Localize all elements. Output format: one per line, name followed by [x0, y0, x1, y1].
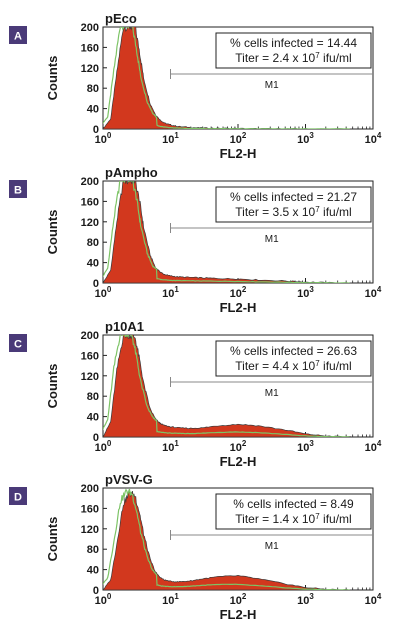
y-tick-label: 200	[81, 330, 99, 342]
y-axis-label: Counts	[45, 517, 60, 562]
y-tick-label: 80	[87, 391, 99, 403]
gate-label: M1	[265, 234, 279, 245]
stats-percent: % cells infected = 8.49	[233, 497, 354, 511]
panel-badge	[9, 334, 27, 352]
x-axis-label: FL2-H	[220, 300, 257, 315]
y-tick-label: 120	[81, 63, 99, 75]
panel-badge	[9, 487, 27, 505]
control-outline	[103, 27, 350, 129]
plot-area	[103, 181, 353, 283]
y-tick-label: 200	[81, 176, 99, 188]
stats-box	[215, 32, 372, 69]
histogram-area	[103, 181, 353, 283]
stats-titer: Titer = 2.4 x 107 ifu/ml	[235, 51, 351, 65]
gate-label: M1	[265, 388, 279, 399]
x-tick-label: 100	[95, 439, 112, 454]
panel-title: p10A1	[105, 319, 144, 334]
y-axis-label: Counts	[45, 364, 60, 409]
control-outline	[103, 335, 350, 437]
y-axis-label: Counts	[45, 210, 60, 255]
x-tick-label: 102	[230, 131, 247, 146]
y-tick-label: 160	[81, 503, 99, 515]
stats-percent: % cells infected = 26.63	[230, 344, 357, 358]
y-tick-label: 120	[81, 217, 99, 229]
y-tick-label: 40	[87, 565, 99, 577]
x-tick-label: 100	[95, 285, 112, 300]
x-tick-label: 103	[297, 285, 314, 300]
plot-area	[103, 488, 353, 590]
control-outline	[103, 488, 350, 590]
y-tick-label: 160	[81, 196, 99, 208]
stats-box	[215, 186, 372, 223]
y-tick-label: 120	[81, 524, 99, 536]
panel-badge-letter: C	[14, 339, 22, 351]
x-tick-label: 102	[230, 285, 247, 300]
x-tick-label: 104	[365, 285, 382, 300]
x-tick-label: 101	[162, 285, 179, 300]
x-tick-label: 101	[162, 439, 179, 454]
x-tick-label: 103	[297, 439, 314, 454]
y-tick-label: 160	[81, 42, 99, 54]
x-tick-label: 104	[365, 131, 382, 146]
y-tick-label: 0	[93, 432, 99, 444]
panel-badge-letter: D	[14, 492, 22, 504]
x-tick-label: 102	[230, 592, 247, 607]
x-axis-label: FL2-H	[220, 607, 257, 622]
stats-titer: Titer = 4.4 x 107 ifu/ml	[235, 359, 351, 373]
y-tick-label: 40	[87, 412, 99, 424]
panel-badge	[9, 26, 27, 44]
y-tick-label: 0	[93, 124, 99, 136]
control-outline	[103, 181, 350, 283]
y-tick-label: 80	[87, 237, 99, 249]
y-tick-label: 80	[87, 83, 99, 95]
x-axis-label: FL2-H	[220, 146, 257, 161]
y-tick-label: 0	[93, 278, 99, 290]
x-tick-label: 104	[365, 439, 382, 454]
stats-box	[215, 493, 372, 530]
stats-titer: Titer = 3.5 x 107 ifu/ml	[235, 205, 351, 219]
gate-label: M1	[265, 80, 279, 91]
stats-titer: Titer = 1.4 x 107 ifu/ml	[235, 512, 351, 526]
stats-percent: % cells infected = 14.44	[230, 36, 357, 50]
x-tick-label: 102	[230, 439, 247, 454]
plot-area	[103, 335, 353, 437]
x-tick-label: 101	[162, 131, 179, 146]
y-tick-label: 200	[81, 22, 99, 34]
x-tick-label: 100	[95, 131, 112, 146]
panel-badge-letter: B	[14, 185, 22, 197]
panel-title: pVSV-G	[105, 472, 153, 487]
y-tick-label: 0	[93, 585, 99, 597]
stats-box	[215, 340, 372, 377]
panel-title: pEco	[105, 11, 137, 26]
panel-badge-letter: A	[14, 31, 22, 43]
panel-title: pAmpho	[105, 165, 158, 180]
y-tick-label: 120	[81, 371, 99, 383]
y-tick-label: 160	[81, 350, 99, 362]
y-tick-label: 40	[87, 104, 99, 116]
x-tick-label: 104	[365, 592, 382, 607]
x-axis-label: FL2-H	[220, 454, 257, 469]
x-tick-label: 100	[95, 592, 112, 607]
x-tick-label: 103	[297, 592, 314, 607]
x-tick-label: 103	[297, 131, 314, 146]
y-axis-label: Counts	[45, 56, 60, 101]
y-tick-label: 200	[81, 483, 99, 495]
panel-badge	[9, 180, 27, 198]
y-tick-label: 80	[87, 544, 99, 556]
y-tick-label: 40	[87, 258, 99, 270]
plot-area	[103, 27, 353, 129]
x-tick-label: 101	[162, 592, 179, 607]
histogram-area	[103, 490, 353, 590]
stats-percent: % cells infected = 21.27	[230, 190, 357, 204]
gate-label: M1	[265, 541, 279, 552]
